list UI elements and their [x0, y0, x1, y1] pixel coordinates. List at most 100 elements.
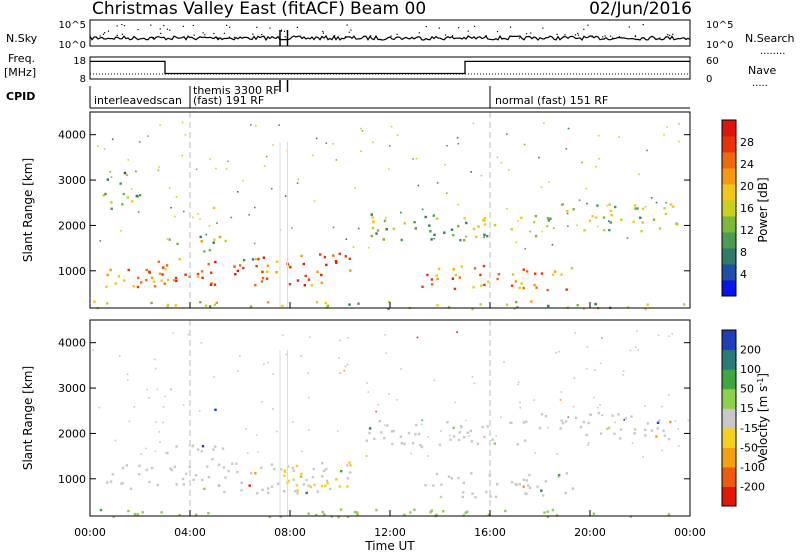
- velocity-cell: [380, 431, 383, 434]
- velocity-cell-sparse: [631, 442, 634, 444]
- velocity-cell: [212, 448, 215, 451]
- power-cell: [150, 276, 154, 279]
- power-cell: [477, 225, 480, 228]
- velocity-cell: [136, 513, 139, 516]
- power-cell-sparse: [209, 158, 211, 160]
- velocity-cell: [619, 437, 622, 440]
- power-cell: [157, 260, 161, 263]
- power-cell: [560, 203, 564, 206]
- noise-search-dot: [518, 37, 521, 39]
- power-cell: [533, 220, 536, 224]
- power-cell: [583, 229, 586, 232]
- power-cell: [315, 301, 319, 304]
- velocity-cell: [200, 450, 203, 453]
- power-cell-sparse: [666, 126, 668, 128]
- noise-search-dot: [474, 25, 476, 27]
- power-cell: [275, 271, 278, 274]
- velocity-cell: [564, 420, 568, 423]
- velocity-cell: [191, 444, 194, 448]
- power-cell: [588, 219, 592, 222]
- nave-tick-top: 60: [706, 56, 719, 67]
- power-cell: [371, 226, 375, 230]
- velocity-cell: [127, 509, 130, 513]
- power-cell: [483, 223, 487, 226]
- velocity-cell: [348, 461, 351, 464]
- power-cell: [140, 281, 143, 284]
- velocity-cell: [311, 476, 315, 479]
- power-cell: [334, 260, 338, 263]
- power-cell-sparse: [195, 168, 198, 171]
- power-cell: [163, 282, 166, 285]
- noise-search-dot: [322, 30, 324, 33]
- velocity-cell: [125, 464, 129, 467]
- velocity-cell: [321, 510, 324, 514]
- velocity-cell-sparse: [572, 405, 575, 408]
- velocity-cell: [173, 465, 176, 468]
- power-cell: [435, 217, 439, 220]
- velocity-cell-sparse: [416, 336, 419, 339]
- velocity-cell-sparse: [347, 337, 349, 339]
- power-cell-sparse: [598, 134, 600, 137]
- power-cell: [636, 207, 639, 210]
- power-cell: [505, 303, 509, 306]
- power-cell-sparse: [332, 226, 335, 229]
- power-cell: [514, 280, 518, 283]
- power-cell: [316, 270, 319, 273]
- velocity-cell: [460, 425, 463, 428]
- power-cell-sparse: [313, 200, 316, 202]
- power-cell-sparse: [335, 159, 338, 161]
- colorbar-swatch: [722, 264, 736, 281]
- power-cell: [566, 210, 569, 213]
- power-cell-sparse: [109, 171, 111, 173]
- power-cell: [288, 283, 292, 286]
- power-cell: [126, 196, 129, 199]
- velocity-cell: [188, 465, 191, 469]
- power-cell: [387, 300, 391, 304]
- velocity-cell: [606, 427, 609, 430]
- velocity-cell: [430, 509, 433, 512]
- velocity-cell: [655, 435, 658, 438]
- power-cell-sparse: [127, 159, 130, 161]
- power-cell: [123, 279, 126, 282]
- velocity-cell: [328, 487, 332, 491]
- power-cell-sparse: [506, 133, 508, 135]
- velocity-cell: [630, 415, 633, 418]
- noise-search-dot: [348, 31, 350, 33]
- velocity-cell: [656, 421, 660, 424]
- velocity-cell: [494, 495, 498, 499]
- velocity-cell: [181, 477, 185, 481]
- velocity-cell-sparse: [162, 406, 165, 408]
- power-cell: [152, 280, 156, 283]
- velocity-cell-sparse: [586, 346, 589, 348]
- noise-search-dot: [611, 37, 614, 39]
- velocity-cell: [283, 469, 286, 472]
- power-cell: [215, 301, 218, 304]
- power-cell-sparse: [215, 167, 217, 170]
- velocity-cell: [546, 510, 549, 513]
- velocity-cell: [476, 442, 480, 445]
- velocity-cell-sparse: [586, 368, 588, 370]
- noise-search-dot: [530, 32, 532, 34]
- power-cell-sparse: [663, 134, 665, 136]
- velocity-cell: [608, 426, 611, 429]
- nave-tick-bottom: 0: [706, 74, 712, 85]
- power-cell-sparse: [644, 206, 647, 208]
- power-cell: [200, 240, 203, 243]
- velocity-cell: [321, 475, 324, 478]
- velocity-cell: [544, 480, 547, 483]
- velocity-cell: [411, 442, 415, 445]
- colorbar-swatch: [722, 330, 736, 351]
- power-cell: [212, 206, 216, 210]
- power-cell-sparse: [638, 173, 640, 176]
- power-cell-sparse: [291, 227, 293, 229]
- noise-search-dot: [634, 35, 637, 37]
- power-cell: [385, 228, 388, 231]
- power-cell: [110, 207, 113, 210]
- time-axis-ticks: 00:00 04:00 08:00 12:00 16:00 20:00 00:00: [74, 302, 706, 539]
- velocity-cell-sparse: [421, 419, 423, 422]
- power-cell: [634, 207, 637, 210]
- power-cell: [167, 278, 170, 282]
- power-cell: [320, 273, 323, 277]
- power-cell: [150, 301, 153, 305]
